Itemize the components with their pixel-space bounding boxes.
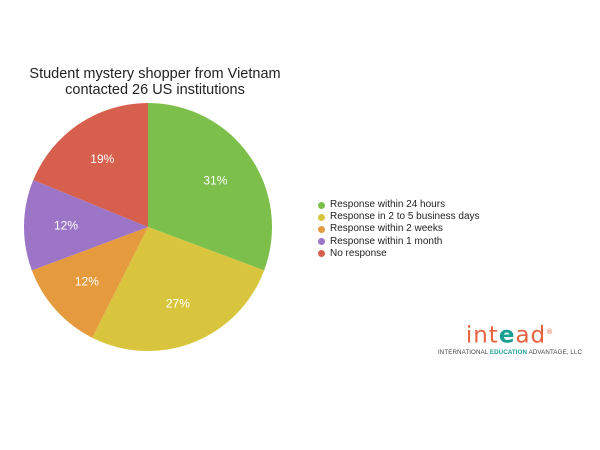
- pie-slice-3: [24, 179, 148, 271]
- pie-slice-2: [31, 227, 149, 338]
- legend-item-4: No response: [318, 248, 480, 260]
- logo-tagline-part-3: ADVANTAGE, LLC: [527, 348, 583, 356]
- legend-swatch-1: [318, 213, 325, 221]
- legend-swatch-4: [318, 250, 325, 258]
- chart-title: Student mystery shopper from Vietnam con…: [10, 66, 300, 98]
- logo-word-part-2: e: [498, 322, 516, 349]
- pie-slice-4: [33, 103, 149, 227]
- legend-item-3: Response within 1 month: [318, 236, 480, 248]
- chart-title-line-1: Student mystery shopper from Vietnam: [29, 66, 281, 82]
- legend: Response within 24 hours Response in 2 to…: [318, 199, 480, 260]
- legend-swatch-3: [318, 238, 325, 246]
- slice-label-4: 19%: [90, 152, 114, 166]
- slice-label-3: 12%: [54, 219, 78, 233]
- slice-label-2: 12%: [75, 275, 99, 289]
- legend-label-0: Response within 24 hours: [330, 199, 446, 210]
- slice-label-1: 27%: [166, 296, 190, 310]
- logo-wordmark: intead®: [420, 320, 600, 348]
- pie-slice-1: [92, 227, 265, 352]
- pie-slice-0: [148, 103, 273, 271]
- intead-logo: intead® INTERNATIONAL EDUCATION ADVANTAG…: [420, 320, 600, 356]
- registered-mark: ®: [546, 328, 555, 336]
- slice-label-0: 31%: [203, 173, 227, 187]
- legend-label-4: No response: [330, 247, 387, 259]
- legend-swatch-2: [318, 226, 325, 233]
- logo-tagline: INTERNATIONAL EDUCATION ADVANTAGE, LLC: [420, 349, 600, 356]
- logo-tagline-part-1: INTERNATIONAL: [437, 348, 490, 356]
- legend-item-1: Response in 2 to 5 business days: [318, 211, 480, 223]
- logo-tagline-part-2: EDUCATION: [489, 348, 528, 356]
- legend-item-2: Response within 2 weeks: [318, 223, 480, 235]
- logo-word-part-3: ad: [515, 322, 547, 349]
- legend-label-2: Response within 2 weeks: [330, 223, 443, 235]
- logo-word-part-1: int: [465, 322, 499, 349]
- legend-label-1: Response in 2 to 5 business days: [330, 211, 480, 223]
- chart-title-line-2: contacted 26 US institutions: [65, 82, 245, 98]
- legend-swatch-0: [318, 201, 325, 209]
- legend-item-0: Response within 24 hours: [318, 199, 480, 211]
- legend-label-3: Response within 1 month: [330, 235, 443, 247]
